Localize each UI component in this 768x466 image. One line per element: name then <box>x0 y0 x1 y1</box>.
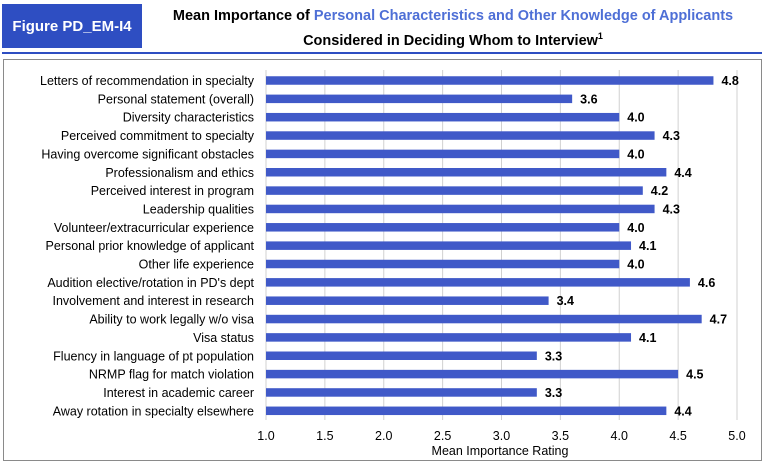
category-label: Perceived interest in program <box>91 184 254 198</box>
data-label: 4.0 <box>627 147 644 161</box>
x-tick-label: 3.0 <box>493 429 510 443</box>
x-tick-label: 5.0 <box>728 429 745 443</box>
x-tick-label: 2.0 <box>375 429 392 443</box>
bar <box>266 388 537 397</box>
category-label: Involvement and interest in research <box>53 294 255 308</box>
data-label: 4.1 <box>639 239 656 253</box>
category-label: NRMP flag for match violation <box>89 368 254 382</box>
data-label: 4.1 <box>639 331 656 345</box>
x-tick-label: 4.0 <box>611 429 628 443</box>
bar <box>266 94 573 104</box>
chart-title: Mean Importance of Personal Characterist… <box>146 6 760 51</box>
category-label: Personal prior knowledge of applicant <box>46 239 255 253</box>
bar <box>266 406 667 416</box>
title-line2: Considered in Deciding Whom to Interview <box>303 32 598 49</box>
data-label: 4.0 <box>627 111 644 125</box>
category-label: Volunteer/extracurricular experience <box>54 221 254 235</box>
title-footnote: 1 <box>597 31 603 41</box>
data-label: 4.8 <box>721 74 738 88</box>
x-tick-label: 4.5 <box>669 429 686 443</box>
x-axis-ticks: 1.0 1.5 2.0 2.5 3.0 3.5 4.0 4.5 5.0 <box>257 429 745 443</box>
category-label: Having overcome significant obstacles <box>41 147 254 161</box>
bar <box>266 76 714 85</box>
category-label: Other life experience <box>139 258 254 272</box>
data-label: 3.3 <box>545 386 562 400</box>
title-part1: Mean Importance of <box>172 8 314 24</box>
category-label: Away rotation in specialty elsewhere <box>53 404 254 418</box>
category-label: Perceived commitment to specialty <box>61 129 255 143</box>
figure-label: Figure PD_EM-I4 <box>2 4 142 48</box>
data-label: 4.3 <box>663 129 680 143</box>
x-axis-label: Mean Importance Rating <box>432 444 569 458</box>
bar <box>266 241 632 250</box>
category-label: Visa status <box>193 331 254 345</box>
category-label: Leadership qualities <box>143 202 254 216</box>
bar <box>266 296 549 305</box>
data-label: 4.7 <box>710 313 727 327</box>
data-label: 3.4 <box>557 294 574 308</box>
bar <box>266 259 620 269</box>
bar <box>266 186 643 195</box>
plot-frame <box>3 59 762 461</box>
data-label: 4.4 <box>674 166 691 180</box>
bars <box>266 76 714 416</box>
data-label: 3.6 <box>580 92 597 106</box>
data-label: 4.0 <box>627 221 644 235</box>
bar <box>266 168 667 177</box>
category-label: Interest in academic career <box>103 386 254 400</box>
bar <box>266 351 537 360</box>
category-label: Professionalism and ethics <box>105 166 254 180</box>
data-label: 3.3 <box>545 349 562 363</box>
data-label: 4.6 <box>698 276 715 290</box>
bar <box>266 369 679 379</box>
x-tick-label: 2.5 <box>434 429 451 443</box>
data-labels: 4.8 3.6 4.0 4.3 4.0 4.4 4.2 4.3 4.0 4.1 4.0 4.6 3.4 4… <box>545 74 739 418</box>
bar <box>266 112 620 122</box>
x-tick-label: 1.5 <box>316 429 333 443</box>
data-label: 4.3 <box>663 202 680 216</box>
category-label: Personal statement (overall) <box>98 92 254 106</box>
bar <box>266 204 655 214</box>
category-label: Diversity characteristics <box>123 111 254 125</box>
bar <box>266 333 632 342</box>
x-tick-label: 1.0 <box>257 429 274 443</box>
data-label: 4.4 <box>674 404 691 418</box>
title-divider <box>2 52 762 54</box>
bar <box>266 149 620 159</box>
category-labels: Letters of recommendation in specialty Pe… <box>40 74 255 418</box>
bar <box>266 223 620 232</box>
data-label: 4.5 <box>686 368 703 382</box>
bar <box>266 278 690 287</box>
category-label: Audition elective/rotation in PD's dept <box>47 276 254 290</box>
category-label: Letters of recommendation in specialty <box>40 74 255 88</box>
data-label: 4.2 <box>651 184 668 198</box>
category-label: Fluency in language of pt population <box>53 349 254 363</box>
data-label: 4.0 <box>627 258 644 272</box>
bar <box>266 131 655 140</box>
x-tick-label: 3.5 <box>552 429 569 443</box>
title-highlight: Personal Characteristics and Other Knowl… <box>313 8 734 24</box>
bar <box>266 314 702 324</box>
category-label: Ability to work legally w/o visa <box>89 313 254 327</box>
